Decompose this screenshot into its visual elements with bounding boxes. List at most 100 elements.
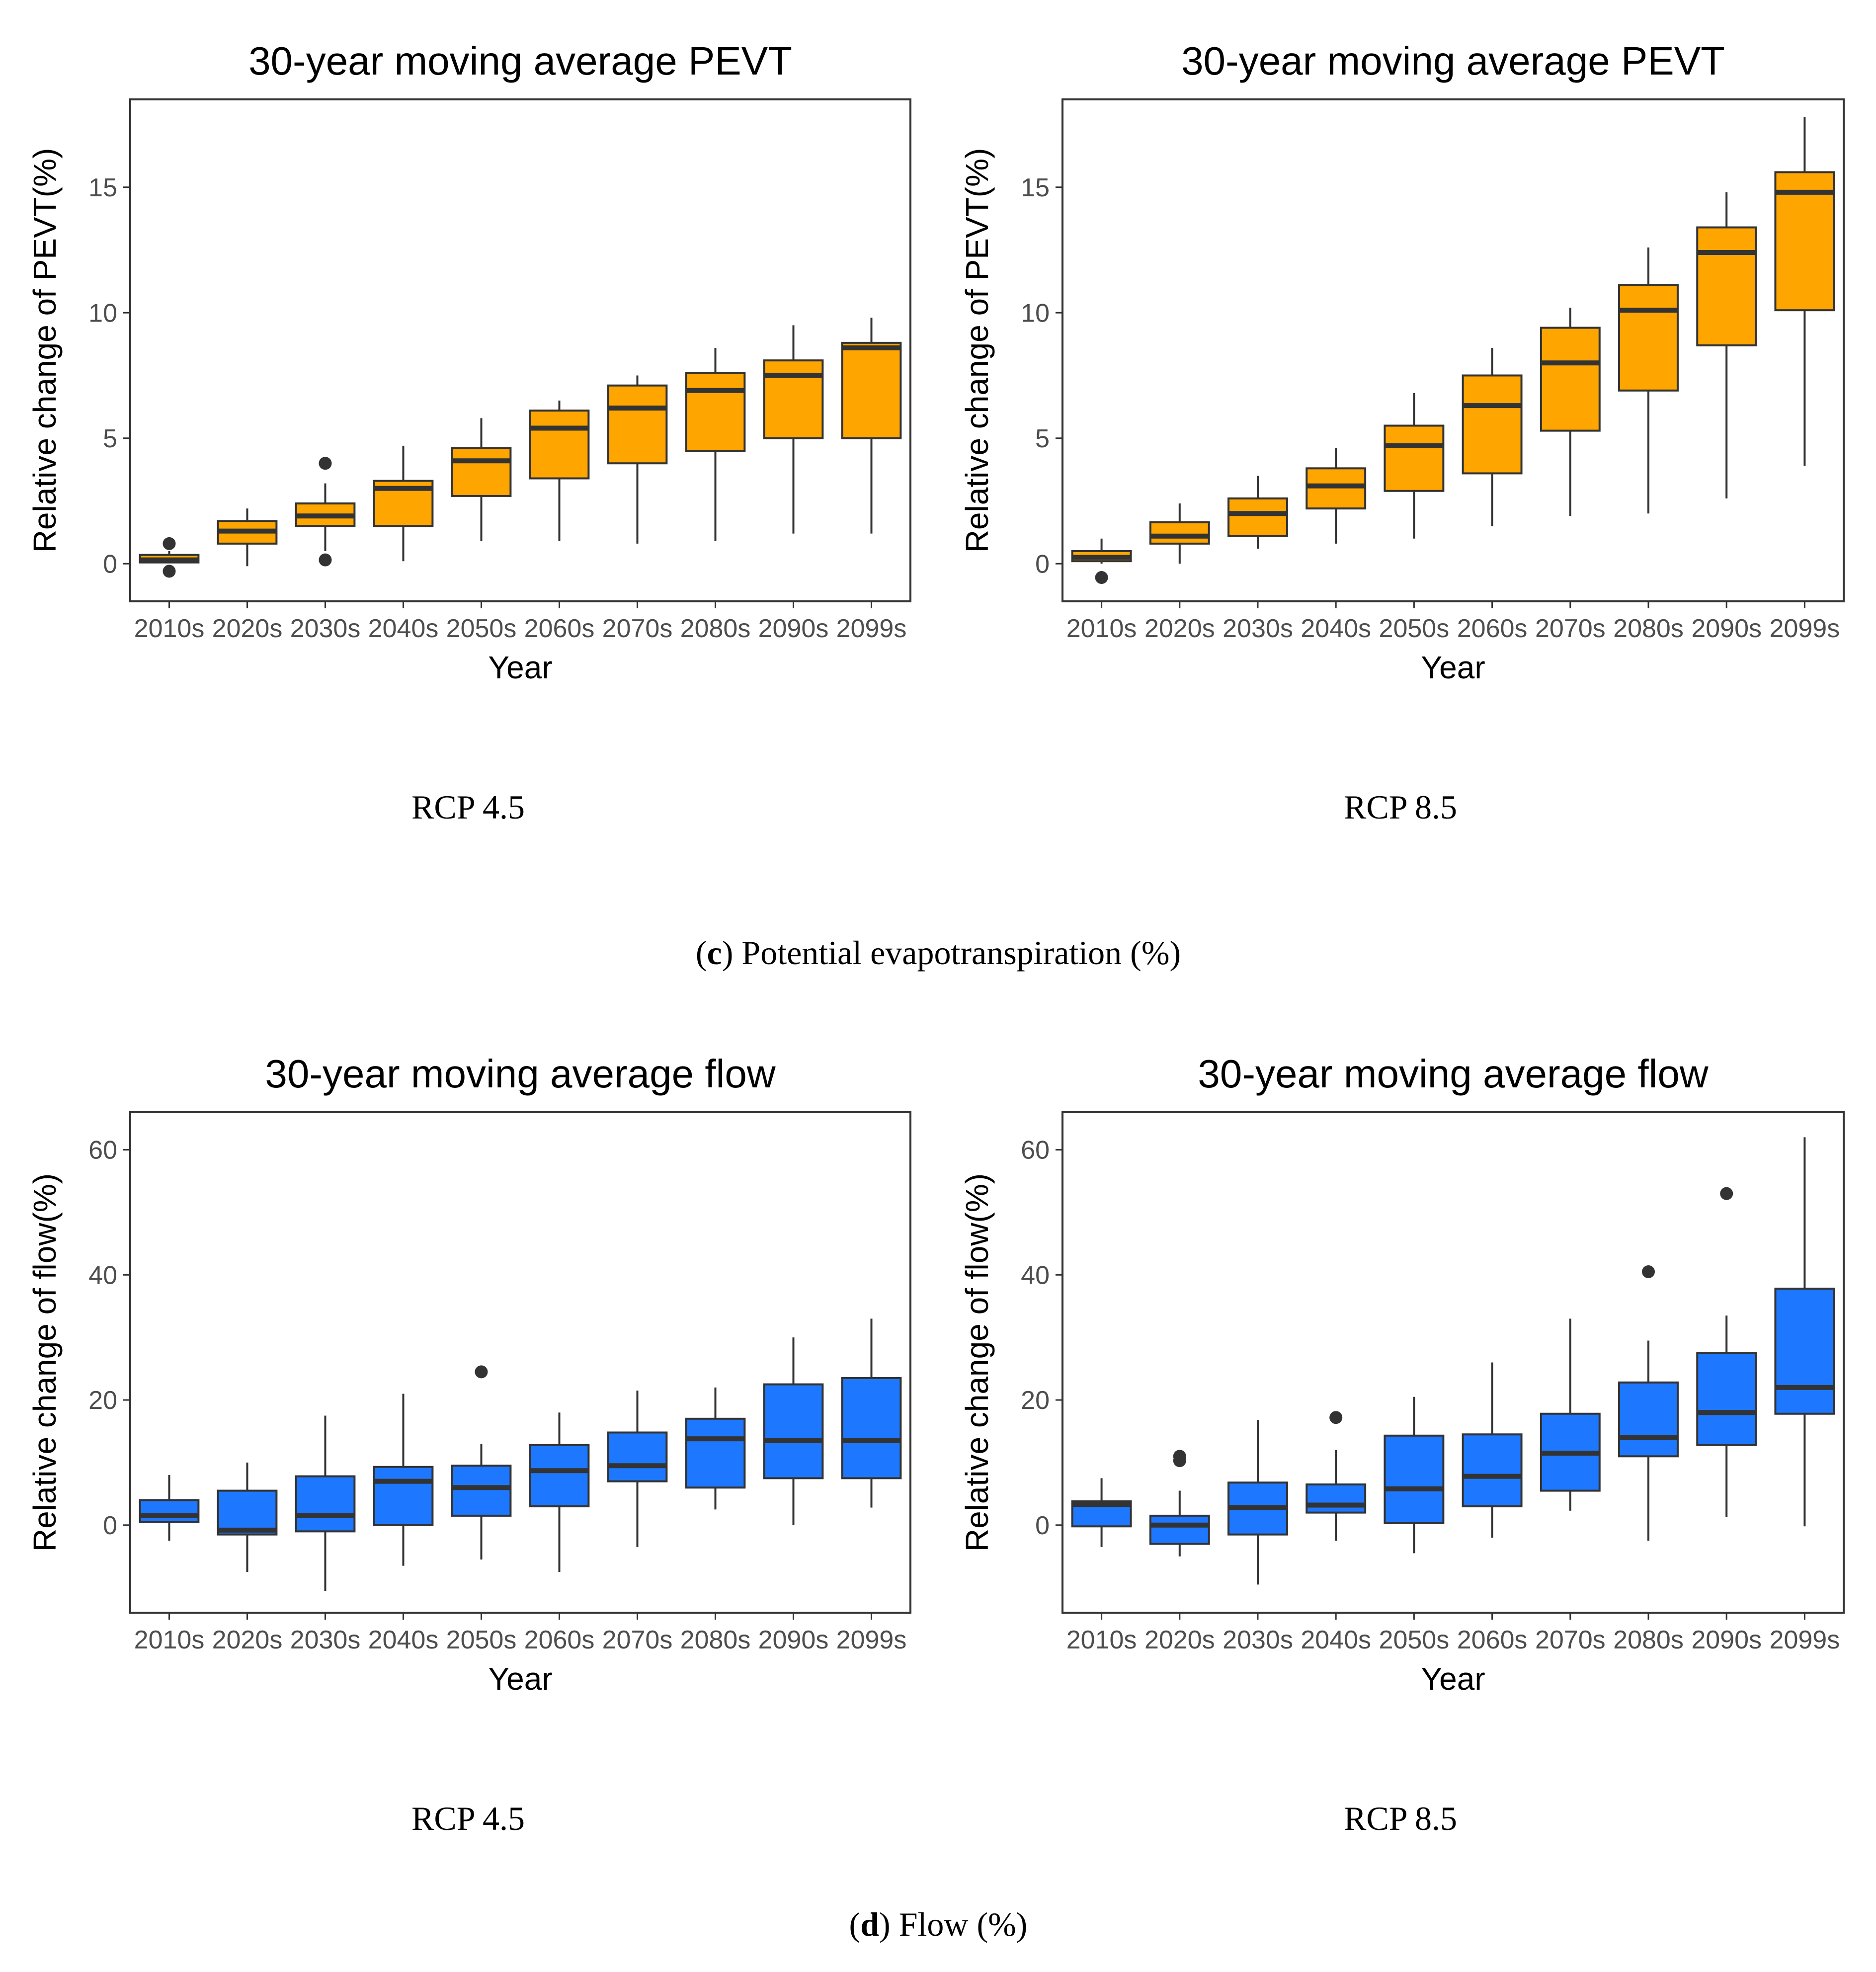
iqr-box: [1696, 226, 1757, 346]
scenario-label: RCP 4.5: [411, 1800, 525, 1837]
box-2010s: [139, 537, 200, 578]
box-2020s: [1149, 1450, 1210, 1557]
y-tick-label: 5: [103, 424, 117, 453]
iqr-box: [1149, 521, 1210, 545]
caption-c: (c) Potential evapotranspiration (%): [696, 934, 1181, 972]
iqr-box: [451, 1465, 512, 1517]
outlier-point: [1642, 1265, 1655, 1278]
y-tick-label: 20: [1021, 1386, 1050, 1415]
box-2050s: [1384, 393, 1445, 539]
outlier-point: [1720, 1187, 1733, 1200]
x-tick-label: 2030s: [290, 1626, 361, 1654]
y-tick-label: 40: [88, 1261, 117, 1290]
iqr-box: [1462, 374, 1523, 475]
x-tick-label: 2080s: [1613, 614, 1684, 643]
iqr-box: [139, 1499, 200, 1523]
box-2060s: [1462, 1362, 1523, 1538]
iqr-box: [1384, 1434, 1445, 1524]
iqr-box: [1774, 1287, 1835, 1415]
box-2050s: [1384, 1397, 1445, 1554]
y-axis-label: Relative change of PEVT(%): [27, 148, 63, 553]
svg-text:(c) Potential evapotranspirati: (c) Potential evapotranspiration (%): [696, 934, 1181, 972]
iqr-box: [841, 341, 902, 439]
box-2040s: [373, 1394, 434, 1566]
caption-d: (d) Flow (%): [849, 1905, 1028, 1943]
iqr-box: [1618, 284, 1679, 392]
box-2090s: [763, 325, 824, 534]
iqr-box: [373, 1466, 434, 1526]
x-tick-label: 2010s: [1066, 1626, 1137, 1654]
x-tick-label: 2030s: [290, 614, 361, 643]
iqr-box: [607, 384, 668, 465]
outlier-point: [163, 565, 176, 578]
x-tick-label: 2080s: [680, 1626, 751, 1654]
box-2040s: [1305, 1411, 1367, 1541]
box-2030s: [1227, 476, 1288, 549]
x-tick-label: 2099s: [836, 1626, 907, 1654]
box-2099s: [841, 1318, 902, 1508]
x-axis-label: Year: [1421, 1661, 1485, 1697]
x-tick-label: 2060s: [524, 614, 595, 643]
box-2010s: [1071, 538, 1132, 584]
box-2090s: [1696, 192, 1757, 498]
iqr-box: [607, 1431, 668, 1482]
x-axis-label: Year: [488, 1661, 552, 1697]
box-2070s: [1540, 308, 1601, 516]
iqr-box: [1384, 424, 1445, 492]
caption-c-text: Potential evapotranspiration (%): [733, 934, 1181, 972]
iqr-box: [763, 1383, 824, 1479]
box-2040s: [373, 445, 434, 562]
outlier-point: [319, 457, 332, 470]
caption-c-letter: c: [707, 934, 722, 972]
x-tick-label: 2090s: [758, 614, 829, 643]
outlier-point: [1173, 1450, 1186, 1463]
caption-d-letter: d: [860, 1905, 879, 1943]
outlier-point: [319, 553, 332, 567]
box-2099s: [841, 318, 902, 534]
x-tick-label: 2020s: [212, 1626, 283, 1654]
x-tick-label: 2070s: [602, 1626, 673, 1654]
chart-title: 30-year moving average PEVT: [248, 39, 792, 83]
x-tick-label: 2080s: [680, 614, 751, 643]
x-tick-label: 2050s: [1379, 614, 1450, 643]
caption-d-text: Flow (%): [891, 1905, 1028, 1943]
x-tick-label: 2010s: [134, 1626, 205, 1654]
box-2099s: [1774, 117, 1835, 466]
x-tick-label: 2060s: [524, 1626, 595, 1654]
x-tick-label: 2070s: [1535, 614, 1606, 643]
iqr-box: [685, 372, 746, 452]
x-tick-label: 2030s: [1223, 614, 1293, 643]
y-tick-label: 20: [88, 1386, 117, 1415]
chart-title: 30-year moving average PEVT: [1181, 39, 1725, 83]
x-tick-label: 2060s: [1457, 614, 1528, 643]
y-axis-label: Relative change of flow(%): [27, 1173, 63, 1552]
x-tick-label: 2030s: [1223, 1626, 1293, 1654]
iqr-box: [763, 359, 824, 439]
chart-title: 30-year moving average flow: [265, 1052, 775, 1096]
iqr-box: [841, 1377, 902, 1479]
x-tick-label: 2040s: [1301, 614, 1371, 643]
x-tick-label: 2060s: [1457, 1626, 1528, 1654]
y-tick-label: 0: [1035, 550, 1050, 578]
box-2060s: [529, 401, 590, 541]
y-axis-label: Relative change of PEVT(%): [959, 148, 995, 553]
svg-text:(d) Flow (%): (d) Flow (%): [849, 1905, 1028, 1943]
y-tick-label: 10: [1021, 299, 1050, 328]
iqr-box: [1540, 327, 1601, 432]
iqr-box: [217, 1489, 278, 1536]
panel-border: [1061, 98, 1845, 602]
outlier-point: [163, 537, 176, 550]
x-tick-label: 2080s: [1613, 1626, 1684, 1654]
box-2010s: [139, 1475, 200, 1541]
box-2080s: [685, 1387, 746, 1510]
y-tick-label: 0: [103, 1511, 117, 1540]
iqr-box: [1696, 1352, 1757, 1446]
box-2030s: [295, 457, 356, 567]
x-tick-label: 2070s: [602, 614, 673, 643]
box-2050s: [451, 1365, 512, 1560]
